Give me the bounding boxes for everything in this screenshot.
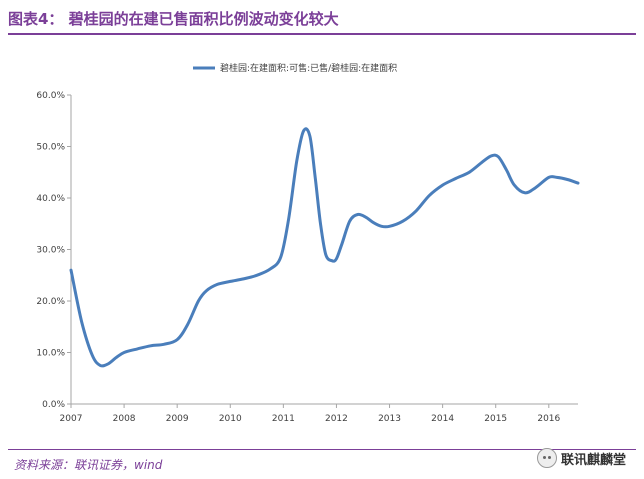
legend-label: 碧桂园:在建面积:可售:已售/碧桂园:在建面积 — [220, 62, 397, 74]
watermark: 联讯麒麟堂 — [536, 448, 626, 468]
y-tick-label: 60.0% — [36, 91, 65, 101]
wechat-icon — [536, 448, 557, 468]
watermark-label: 联讯麒麟堂 — [560, 452, 626, 468]
x-tick-label: 2016 — [537, 414, 560, 424]
chart-axes: 0.0% 10.0% 20.0% 30.0% 40.0% 50.0% 60.0% 2007 20… — [36, 91, 578, 424]
footer-divider — [8, 449, 636, 450]
source-note: 资料来源：联讯证券，wind — [14, 458, 163, 472]
x-tick-label: 2013 — [378, 414, 401, 424]
x-tick-label: 2010 — [219, 414, 242, 424]
x-tick-label: 2011 — [272, 414, 295, 424]
page-title: 图表4： 碧桂园的在建已售面积比例波动变化较大 — [8, 10, 339, 28]
x-tick-label: 2014 — [431, 414, 454, 424]
series-line — [69, 127, 580, 368]
y-tick-label: 50.0% — [36, 143, 65, 153]
y-tick-label: 30.0% — [36, 246, 65, 256]
header-divider — [8, 33, 636, 35]
chart-plot-area — [69, 127, 580, 368]
line-chart: 0.0% 10.0% 20.0% 30.0% 40.0% 50.0% 60.0% 2007 20… — [36, 62, 580, 424]
x-tick-label: 2007 — [60, 414, 83, 424]
y-tick-label: 20.0% — [36, 297, 65, 307]
x-tick-label: 2009 — [166, 414, 189, 424]
y-tick-label: 40.0% — [36, 194, 65, 204]
y-tick-label: 10.0% — [36, 349, 65, 359]
x-tick-label: 2012 — [325, 414, 348, 424]
x-tick-label: 2015 — [484, 414, 507, 424]
chart-legend: 碧桂园:在建面积:可售:已售/碧桂园:在建面积 — [193, 62, 397, 74]
x-tick-label: 2008 — [113, 414, 136, 424]
y-tick-label: 0.0% — [42, 400, 65, 410]
